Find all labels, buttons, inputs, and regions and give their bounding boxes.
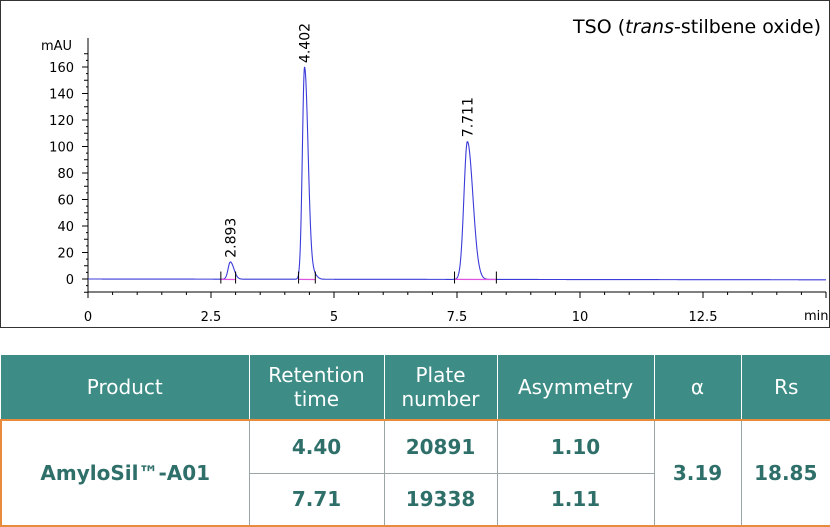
product-cell: AmyloSil™-A01 xyxy=(0,419,250,527)
chart-axes: 0 20 40 60 80 100 120 140 160 0 2.5 5 7.5 10 12.5 xyxy=(49,38,827,325)
peak-label: 4.402 xyxy=(298,23,314,63)
header-plate-number: Plate number xyxy=(383,355,497,420)
header-plate-line2: number xyxy=(401,387,480,411)
peak-label: 7.711 xyxy=(460,97,476,137)
peak-label: 2.893 xyxy=(223,218,239,258)
table-row: 7.71 19338 1.11 xyxy=(1,472,830,527)
x-tick-label: 7.5 xyxy=(447,310,468,325)
x-tick-label: 10 xyxy=(572,310,589,325)
y-tick-label: 100 xyxy=(49,141,74,156)
y-axis-unit: mAU xyxy=(41,39,72,54)
x-tick-label: 0 xyxy=(84,310,92,325)
alpha-cell: 3.19 xyxy=(653,419,742,527)
header-rs: Rs xyxy=(740,355,830,420)
chromatogram-chart: TSO (trans-stilbene oxide) mAU min 0 20 40… xyxy=(0,0,830,328)
y-tick-label: 20 xyxy=(57,247,74,262)
header-product: Product xyxy=(1,355,249,420)
y-tick-label: 120 xyxy=(49,114,74,129)
x-tick-label: 12.5 xyxy=(689,310,718,325)
asymmetry-cell: 1.10 xyxy=(496,419,655,474)
chart-title: TSO (trans-stilbene oxide) xyxy=(572,16,821,38)
table-header-row: Product Retention time Plate number Asymme… xyxy=(1,355,830,420)
rs-cell: 18.85 xyxy=(740,419,830,527)
x-tick-label: 5 xyxy=(330,310,338,325)
header-asymmetry: Asymmetry xyxy=(496,355,654,420)
x-axis-unit: min xyxy=(804,309,829,324)
y-tick-label: 140 xyxy=(49,88,74,103)
chromatogram-trace xyxy=(88,66,826,281)
header-retention-line1: Retention xyxy=(268,363,365,387)
retention-cell: 7.71 xyxy=(248,472,385,527)
x-tick-label: 2.5 xyxy=(201,310,222,325)
retention-cell: 4.40 xyxy=(248,419,385,474)
results-table: Product Retention time Plate number Asymme… xyxy=(0,355,830,527)
y-tick-label: 160 xyxy=(49,61,74,76)
y-tick-label: 60 xyxy=(57,194,74,209)
y-tick-label: 80 xyxy=(57,167,74,182)
chart-frame xyxy=(0,0,830,328)
header-plate-line1: Plate xyxy=(415,363,466,387)
plates-cell: 19338 xyxy=(383,472,498,527)
asymmetry-cell: 1.11 xyxy=(496,472,655,527)
header-retention-time: Retention time xyxy=(248,355,384,420)
peak-labels: 2.893 4.402 7.711 xyxy=(223,23,476,258)
chart-traces xyxy=(88,66,826,284)
plates-cell: 20891 xyxy=(383,419,498,474)
header-retention-line2: time xyxy=(293,387,340,411)
header-alpha: α xyxy=(653,355,741,420)
y-tick-label: 0 xyxy=(66,273,74,288)
y-tick-label: 40 xyxy=(57,220,74,235)
table-row: AmyloSil™-A01 4.40 20891 1.10 3.19 18.85 xyxy=(0,419,830,527)
chromatogram-panel: TSO (trans-stilbene oxide) mAU min 0 20 40… xyxy=(0,0,830,328)
